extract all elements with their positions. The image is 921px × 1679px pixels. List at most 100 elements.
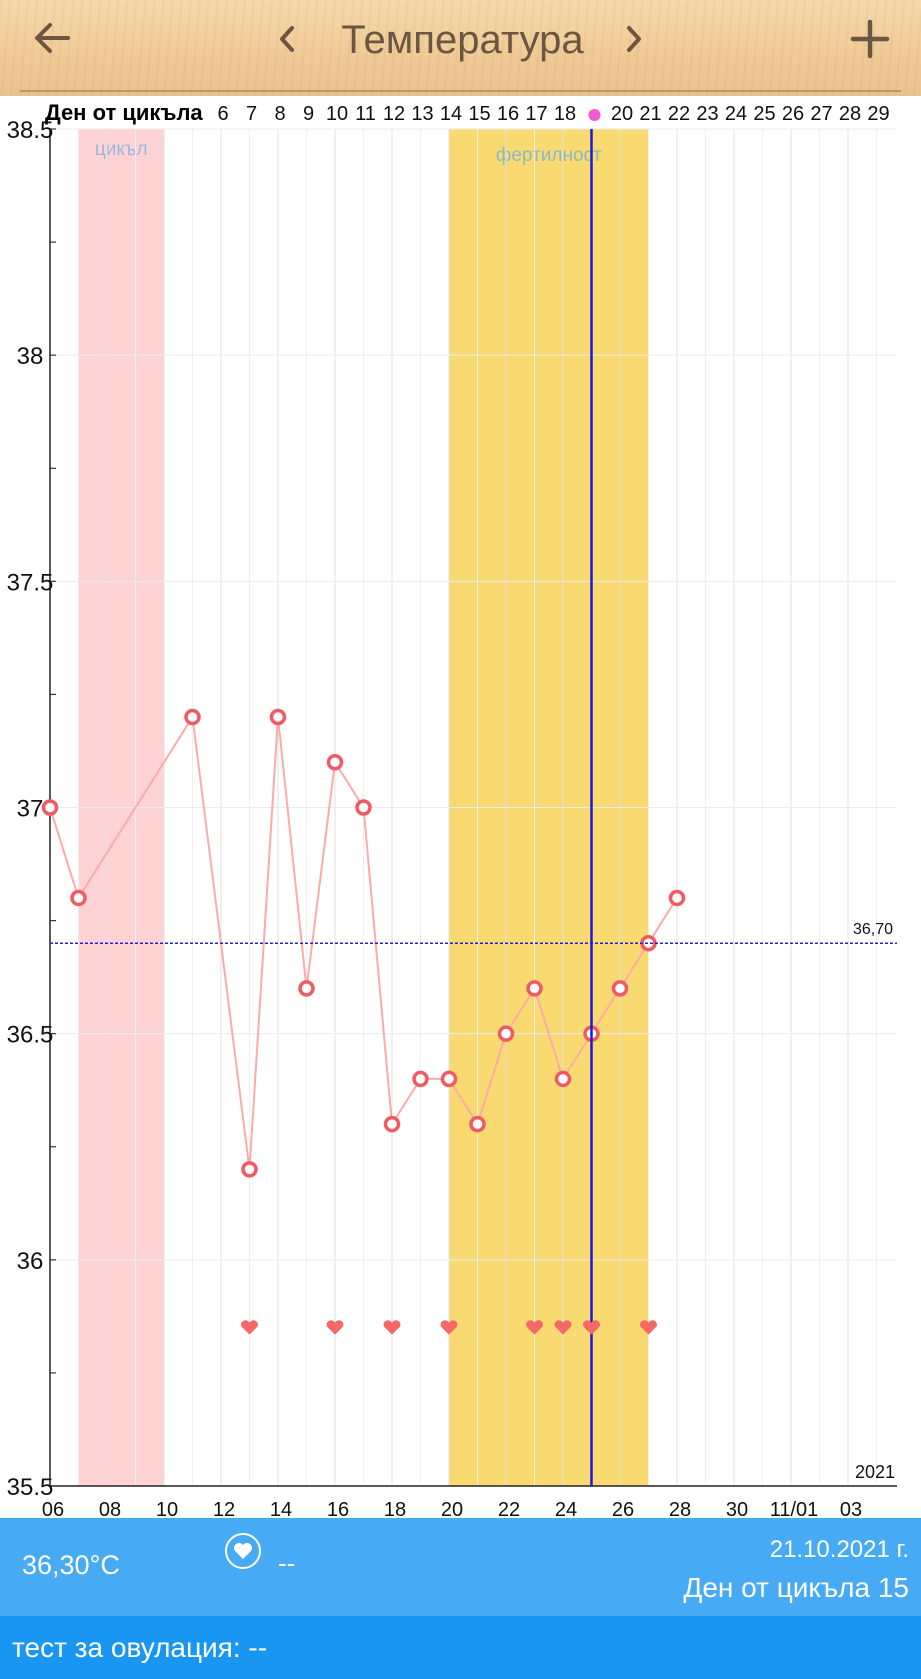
coverline-label: 36,70 (853, 921, 893, 938)
cycle-day-tick: 27 (810, 103, 832, 125)
temperature-point (184, 708, 201, 726)
cycle-day-tick: 18 (554, 103, 576, 125)
y-tick-label: 36 (17, 1248, 44, 1275)
temperature-point (611, 980, 629, 997)
add-entry-button[interactable] (845, 14, 895, 64)
x-tick-label: 26 (612, 1499, 634, 1518)
x-tick-label: 12 (213, 1499, 235, 1518)
chevron-right-icon (627, 26, 641, 52)
x-tick-label: 28 (669, 1499, 691, 1518)
y-tick-label: 37.5 (7, 569, 54, 596)
temperature-point (440, 1070, 458, 1088)
temperature-point (554, 1070, 572, 1088)
x-tick-label: 30 (726, 1499, 748, 1518)
cycle-day-tick: 13 (411, 103, 433, 125)
next-cycle-button[interactable] (622, 22, 646, 56)
cycle-day-tick: 11 (355, 103, 376, 125)
intercourse-toggle[interactable] (225, 1533, 261, 1569)
selected-date: 21.10.2021 г. (769, 1536, 909, 1563)
header-divider (20, 90, 901, 92)
cycle-day-tick: 17 (525, 103, 547, 125)
cycle-day-tick: 7 (246, 103, 257, 125)
cycle-day-tick: 10 (326, 103, 348, 125)
page-title: Температура (341, 18, 584, 62)
day-info-bar[interactable]: 36,30°C -- 21.10.2021 г. Ден от цикъла 1… (0, 1518, 921, 1616)
fertile-band-label: фертилност (496, 145, 602, 166)
x-tick-label: 14 (270, 1499, 292, 1518)
cycle-day-tick: 16 (497, 103, 519, 125)
current-temperature: 36,30°C (22, 1550, 120, 1580)
temperature-point (326, 754, 344, 771)
ovulation-test-label: тест за овулация: -- (12, 1632, 268, 1663)
heart-icon (440, 1320, 458, 1335)
cycle-day-tick: 8 (274, 103, 285, 125)
year-label: 2021 (855, 1462, 895, 1482)
temperature-point (298, 980, 315, 997)
cycle-day-tick: 24 (725, 103, 747, 125)
temperature-point (241, 1161, 258, 1178)
y-tick-label: 38.5 (7, 117, 54, 144)
x-tick-label: 24 (555, 1499, 577, 1518)
cycle-day-tick: 9 (303, 103, 314, 125)
cycle-day-tick: 14 (440, 103, 462, 125)
temperature-point (355, 799, 372, 816)
x-tick-label: 22 (498, 1499, 520, 1518)
heart-icon (383, 1320, 401, 1335)
app-header: Температура (0, 0, 921, 96)
cycle-day-tick: 20 (611, 103, 633, 125)
temperature-point (383, 1115, 401, 1133)
cycle-day-tick: 15 (468, 103, 490, 125)
temperature-chart[interactable]: цикъл фертилност 38.5 38 37.5 37 36.5 36 35.506… (0, 96, 921, 1518)
cycle-day-tick: 26 (782, 103, 804, 125)
cycle-day-tick: 21 (639, 103, 661, 125)
x-tick-label: 10 (156, 1499, 178, 1518)
cycle-day-tick: 22 (668, 103, 690, 125)
markers-layer: 36,70 (50, 129, 897, 1486)
intercourse-value: -- (278, 1548, 296, 1578)
x-tick-label: 08 (99, 1499, 121, 1518)
cycle-day-tick: 28 (839, 103, 861, 125)
temperature-point (526, 980, 543, 997)
y-tick-label: 37 (17, 796, 44, 823)
heart-icon (640, 1320, 657, 1335)
temperature-point (469, 1115, 486, 1133)
y-tick-label: 38 (17, 343, 44, 370)
x-tick-label: 11/01 (770, 1499, 819, 1518)
ovulation-marker (588, 109, 601, 121)
cycle-day-tick: 29 (867, 103, 889, 125)
temperature-point (497, 1025, 515, 1042)
plus-icon (850, 19, 890, 59)
x-tick-label: 06 (42, 1499, 64, 1518)
heart-icon (241, 1320, 258, 1335)
wood-texture (0, 0, 921, 96)
x-tick-label: 03 (840, 1499, 862, 1518)
back-button[interactable] (28, 14, 76, 62)
temperature-point (412, 1070, 429, 1088)
temperature-point (668, 889, 686, 907)
heart-icon (583, 1320, 600, 1335)
cycle-row-label: Ден от цикъла (45, 100, 203, 125)
ovulation-test-bar[interactable]: тест за овулация: -- (0, 1616, 921, 1679)
temperature-point (41, 799, 59, 816)
cycle-day-tick: 12 (383, 103, 405, 125)
period-band-label: цикъл (95, 139, 148, 160)
y-tick-label: 35.5 (7, 1474, 54, 1501)
temperature-point (640, 934, 657, 952)
heart-icon (326, 1320, 344, 1335)
x-tick-label: 16 (327, 1499, 349, 1518)
previous-cycle-button[interactable] (275, 22, 299, 56)
heart-icon (526, 1320, 543, 1335)
x-tick-label: 18 (384, 1499, 406, 1518)
cycle-day-tick: 6 (217, 103, 228, 125)
cycle-day-tick: 25 (753, 103, 775, 125)
arrow-left-icon (35, 23, 70, 53)
chevron-left-icon (280, 26, 294, 52)
heart-icon (554, 1320, 572, 1335)
cycle-day-tick: 23 (696, 103, 718, 125)
x-tick-label: 20 (441, 1499, 463, 1518)
temperature-point (70, 889, 87, 907)
temperature-point (269, 708, 287, 726)
cycle-day-label: Ден от цикъла 15 (683, 1572, 909, 1603)
y-tick-label: 36.5 (7, 1022, 54, 1049)
labels-layer: 38.5 38 37.5 37 36.5 36 35.506 08 10 12 14 16 18 20 22… (7, 100, 895, 1518)
